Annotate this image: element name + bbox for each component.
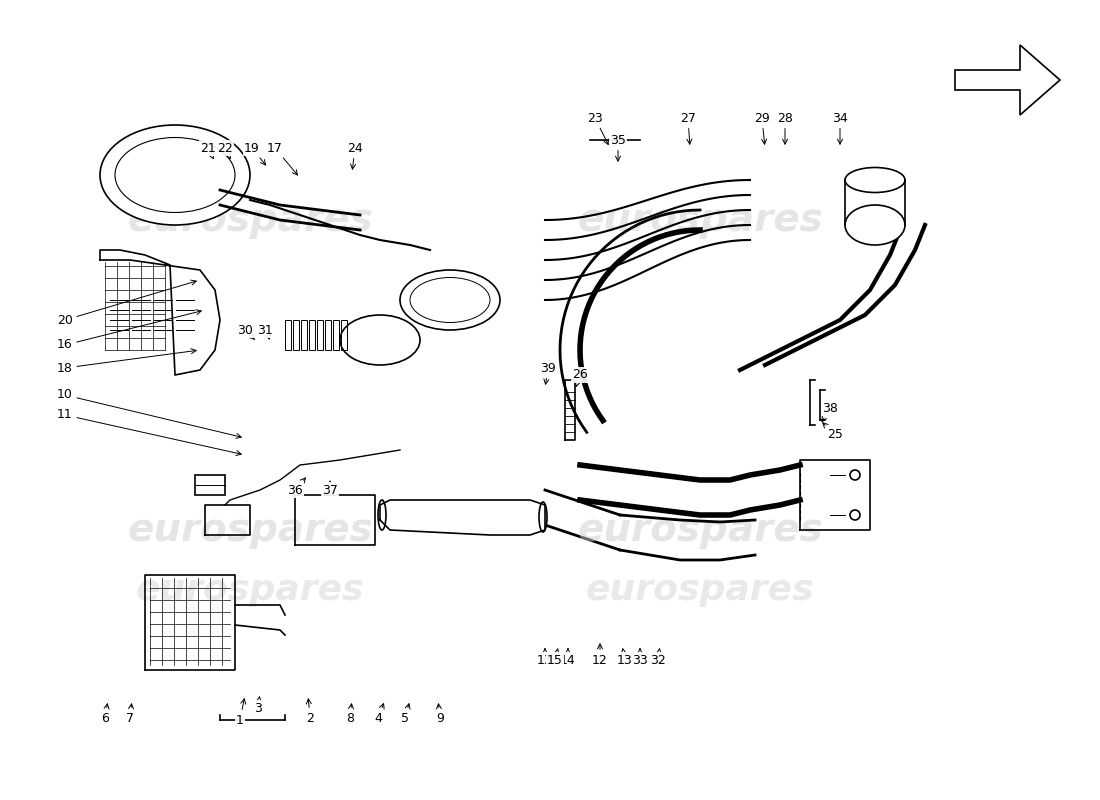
Text: 39: 39 (540, 362, 556, 384)
Text: 31: 31 (257, 323, 273, 339)
Text: 5: 5 (402, 704, 410, 725)
Text: 17: 17 (267, 142, 297, 175)
Text: 22: 22 (217, 142, 233, 158)
Text: 10: 10 (57, 389, 241, 438)
Text: 9: 9 (436, 704, 444, 725)
Text: 26: 26 (572, 369, 587, 386)
Text: 24: 24 (348, 142, 363, 169)
Bar (341, 320, 346, 350)
Ellipse shape (400, 270, 500, 330)
Text: 13: 13 (617, 649, 632, 666)
Text: 36: 36 (287, 478, 306, 497)
Text: 34: 34 (832, 111, 848, 144)
Polygon shape (104, 138, 245, 222)
Text: 15: 15 (547, 649, 563, 666)
Text: 20: 20 (57, 280, 196, 326)
Text: 14: 14 (560, 649, 576, 666)
Text: 13: 13 (537, 649, 553, 666)
Text: 32: 32 (650, 649, 666, 666)
Text: 27: 27 (680, 111, 696, 144)
Bar (333, 320, 339, 350)
Text: 12: 12 (592, 644, 608, 666)
Text: 4: 4 (374, 704, 384, 725)
Ellipse shape (340, 315, 420, 365)
Ellipse shape (100, 125, 250, 225)
Text: 11: 11 (57, 409, 241, 455)
Text: eurospares: eurospares (578, 201, 823, 239)
Text: 16: 16 (57, 310, 201, 351)
Text: 19: 19 (244, 142, 265, 165)
Bar (324, 320, 331, 350)
Text: 25: 25 (823, 422, 843, 442)
Text: eurospares: eurospares (135, 573, 364, 607)
Bar (301, 320, 307, 350)
Text: 28: 28 (777, 111, 793, 144)
Text: eurospares: eurospares (128, 201, 373, 239)
Text: eurospares: eurospares (128, 511, 373, 549)
Text: 1: 1 (236, 698, 245, 726)
Text: 21: 21 (200, 142, 216, 158)
Polygon shape (100, 250, 220, 375)
Text: 7: 7 (126, 704, 134, 725)
Text: 37: 37 (322, 481, 338, 497)
Bar (285, 320, 292, 350)
Text: 38: 38 (822, 402, 838, 422)
Text: 33: 33 (632, 649, 648, 666)
Text: 30: 30 (238, 323, 255, 340)
Text: eurospares: eurospares (578, 511, 823, 549)
Text: eurospares: eurospares (585, 573, 814, 607)
Bar (317, 320, 323, 350)
Text: 2: 2 (306, 699, 313, 725)
Polygon shape (955, 45, 1060, 115)
Text: 6: 6 (101, 704, 109, 725)
Text: 29: 29 (755, 111, 770, 144)
Bar (293, 320, 299, 350)
Polygon shape (379, 500, 544, 535)
Bar (309, 320, 315, 350)
Bar (195, 475, 226, 495)
Ellipse shape (845, 205, 905, 245)
Text: 3: 3 (254, 697, 262, 714)
Text: 18: 18 (57, 349, 196, 374)
Text: 8: 8 (346, 704, 354, 725)
Text: 35: 35 (610, 134, 626, 161)
Text: 23: 23 (587, 111, 608, 145)
